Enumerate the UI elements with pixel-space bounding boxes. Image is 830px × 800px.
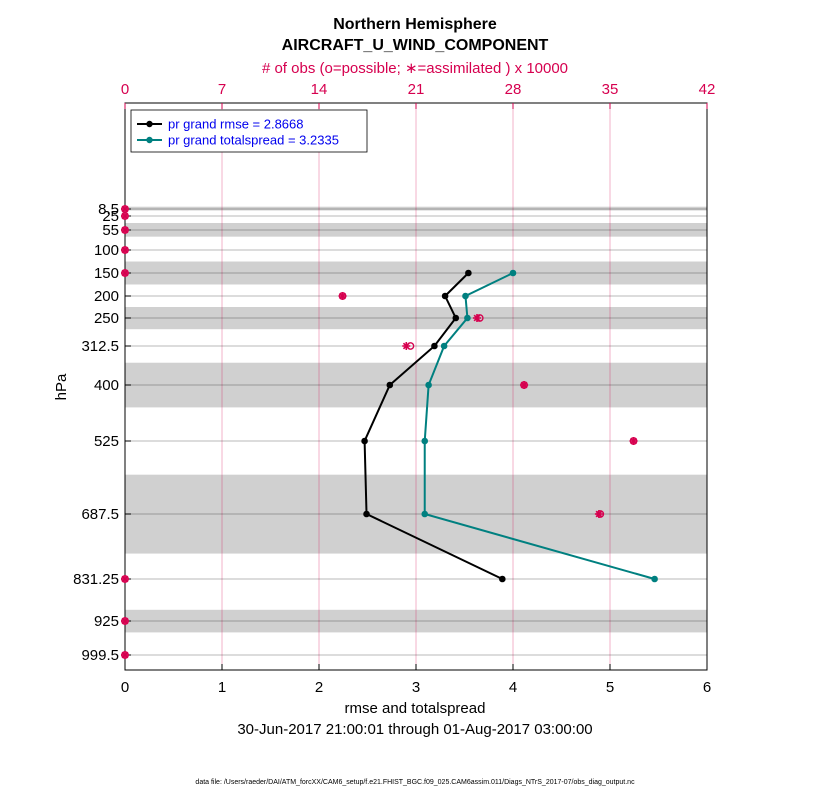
legend-spread-label: pr grand totalspread = 3.2335 xyxy=(168,133,339,148)
obs-assimilated-marker xyxy=(121,212,129,220)
y-tick-label: 831.25 xyxy=(73,571,119,588)
y-tick-label: 525 xyxy=(94,433,119,450)
y-tick-label: 250 xyxy=(94,310,119,327)
legend-rmse-marker xyxy=(146,120,153,128)
obs-assimilated-marker xyxy=(338,292,347,300)
totalspread-point xyxy=(509,269,517,277)
date-range-label: 30-Jun-2017 21:00:01 through 01-Aug-2017… xyxy=(237,721,592,738)
y-tick-label: 312.5 xyxy=(81,338,119,355)
rmse-point xyxy=(431,342,438,350)
obs-assimilated-marker xyxy=(594,510,603,518)
legend-spread-marker xyxy=(146,136,153,144)
obs-assimilated-marker xyxy=(121,575,129,583)
x-axis-label: rmse and totalspread xyxy=(345,700,486,717)
obs-star-stroke xyxy=(473,314,481,322)
x-axis-ticks: 0 1 2 3 4 5 6 xyxy=(121,664,711,696)
top-axis-label: # of obs (o=possible; ∗=assimilated ) x … xyxy=(262,60,568,77)
level-gridlines xyxy=(125,208,707,656)
top-tick-label: 0 xyxy=(121,81,129,98)
obs-star-stroke xyxy=(402,342,410,350)
data-series xyxy=(361,269,658,583)
obs-star-stroke xyxy=(339,292,346,300)
x-tick-label: 5 xyxy=(606,679,614,696)
obs-assimilated-marker xyxy=(520,381,529,389)
obs-assimilated-marker xyxy=(472,314,481,322)
obs-star-stroke xyxy=(121,651,129,659)
rmse-point xyxy=(386,381,394,389)
top-tick-label: 42 xyxy=(699,81,716,98)
rmse-point xyxy=(441,292,449,300)
obs-star-stroke xyxy=(630,437,637,445)
y-tick-label: 200 xyxy=(94,288,119,305)
legend: pr grand rmse = 2.8668 pr grand totalspr… xyxy=(130,109,368,153)
obs-assimilated-marker xyxy=(121,269,129,277)
top-tick-label: 14 xyxy=(311,81,328,98)
y-tick-label: 55 xyxy=(102,222,119,239)
top-tick-label: 35 xyxy=(602,81,619,98)
obs-star-stroke xyxy=(121,212,129,220)
obs-assimilated-marker xyxy=(629,437,638,445)
x-tick-label: 0 xyxy=(121,679,129,696)
y-tick-label: 25 xyxy=(102,208,119,225)
obs-star-stroke xyxy=(121,617,129,625)
top-tick-label: 28 xyxy=(505,81,522,98)
totalspread-point xyxy=(462,292,469,300)
y-tick-label: 925 xyxy=(94,613,119,630)
obs-assimilated-marker xyxy=(121,617,129,625)
top-tick-label: 21 xyxy=(408,81,425,98)
totalspread-point xyxy=(464,314,471,322)
rmse-point xyxy=(499,575,506,583)
y-tick-label: 100 xyxy=(94,242,119,259)
obs-star-stroke xyxy=(520,381,528,389)
obs-star-stroke xyxy=(121,226,129,234)
x-tick-label: 3 xyxy=(412,679,420,696)
obs-star-stroke xyxy=(121,269,129,277)
y-axis-label: hPa xyxy=(53,373,70,400)
y-tick-label: 150 xyxy=(94,265,119,282)
vertical-gridlines xyxy=(221,103,611,670)
rmse-point xyxy=(361,437,368,445)
rmse-line xyxy=(363,272,503,580)
top-axis-ticks: 0 7 14 21 28 35 42 xyxy=(121,81,716,109)
x-tick-label: 1 xyxy=(218,679,226,696)
legend-rmse-label: pr grand rmse = 2.8668 xyxy=(168,117,304,132)
obs-assimilated-marker xyxy=(402,342,411,350)
x-tick-label: 2 xyxy=(315,679,323,696)
obs-assimilated-marker xyxy=(121,226,129,234)
x-tick-label: 4 xyxy=(509,679,517,696)
obs-star-stroke xyxy=(595,510,603,518)
obs-star-stroke xyxy=(121,575,129,583)
data-file-note: data file: /Users/raeder/DAI/ATM_forcXX/… xyxy=(195,779,635,786)
obs-assimilated-marker xyxy=(121,205,129,213)
top-tick-label: 7 xyxy=(218,81,226,98)
obs-assimilated-marker xyxy=(121,651,129,659)
legend-box xyxy=(130,109,368,153)
obs-star-stroke xyxy=(121,246,129,254)
x-tick-label: 6 xyxy=(703,679,711,696)
rmse-point xyxy=(363,510,370,518)
chart-title: Northern Hemisphere xyxy=(333,16,497,33)
y-tick-label: 400 xyxy=(94,377,119,394)
obs-assimilated-marker xyxy=(121,246,129,254)
y-tick-label: 8.5 xyxy=(98,201,119,218)
totalspread-point xyxy=(425,381,432,389)
totalspread-point xyxy=(651,575,658,583)
totalspread-point xyxy=(421,437,429,445)
totalspread-line xyxy=(423,272,655,580)
y-tick-label: 687.5 xyxy=(81,506,119,523)
totalspread-point xyxy=(421,510,429,518)
totalspread-point xyxy=(440,342,448,350)
obs-counts xyxy=(121,205,638,659)
y-tick-label: 999.5 xyxy=(81,647,119,664)
obs-star-stroke xyxy=(121,205,129,213)
rmse-point xyxy=(452,314,460,322)
chart-subtitle: AIRCRAFT_U_WIND_COMPONENT xyxy=(282,37,549,54)
rmse-point xyxy=(465,269,472,277)
